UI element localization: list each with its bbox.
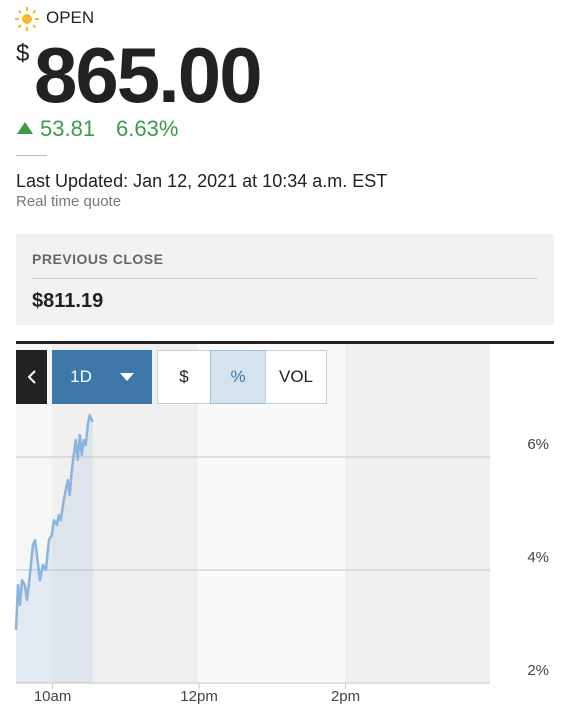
currency: $ (16, 40, 30, 67)
market-status: OPEN (46, 8, 95, 27)
previous-close-label: PREVIOUS CLOSE (32, 251, 164, 267)
chevron-left (27, 370, 36, 384)
up-arrow (17, 122, 33, 134)
previous-close-box: PREVIOUS CLOSE $811.19 (16, 234, 554, 325)
price: 865.00 (34, 31, 263, 119)
area (16, 415, 93, 683)
quote-type: Real time quote (16, 193, 122, 210)
x-tick-label: 10am (34, 688, 72, 705)
percent-change: 6.63% (116, 116, 179, 141)
x-tick-label: 2pm (331, 688, 360, 705)
y-tick-label: 6% (527, 436, 549, 453)
percent-button[interactable]: % (210, 350, 266, 404)
chart-top-bar (16, 341, 554, 344)
range-label: 1D (70, 367, 92, 386)
y-tick-label: 4% (527, 549, 549, 566)
previous-close-value: $811.19 (32, 290, 104, 312)
back-button[interactable] (16, 350, 47, 404)
divider (16, 155, 47, 156)
y-tick-label: 2% (527, 662, 549, 679)
price-change: 53.81 (40, 116, 96, 141)
volume-button[interactable]: VOL (265, 350, 327, 404)
dropdown-arrow (119, 373, 134, 381)
x-tick-label: 12pm (180, 688, 218, 705)
divider (32, 278, 538, 279)
dollar-button[interactable]: $ (157, 350, 211, 404)
last-updated: Last Updated: Jan 12, 2021 at 10:34 a.m.… (16, 171, 388, 191)
line (14, 413, 94, 630)
range-dropdown[interactable]: 1D (52, 350, 152, 404)
sun-icon (15, 7, 39, 31)
band (345, 344, 490, 683)
